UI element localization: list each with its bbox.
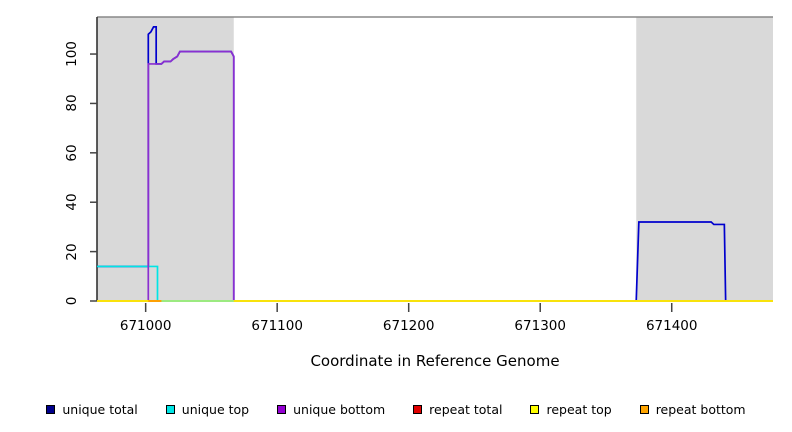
legend-label: unique top — [181, 401, 250, 417]
x-axis-title: Coordinate in Reference Genome — [310, 352, 560, 370]
y-tick-label: 100 — [64, 41, 80, 67]
chart-legend: unique total unique top unique bottom repea… — [0, 398, 792, 420]
shaded-region — [97, 17, 234, 301]
legend-item[interactable]: repeat bottom — [639, 401, 746, 417]
y-tick-label: 60 — [64, 144, 80, 162]
legend-item[interactable]: repeat total — [413, 402, 502, 417]
legend-label: repeat bottom — [655, 401, 746, 417]
legend-swatch-icon — [530, 404, 540, 414]
x-tick-label: 671100 — [251, 318, 303, 334]
series-line — [97, 50, 773, 302]
legend-swatch-icon — [413, 404, 423, 414]
x-tick-label: 671400 — [645, 318, 698, 334]
x-tick-label: 671000 — [119, 318, 172, 334]
legend-item[interactable]: unique total — [46, 401, 138, 417]
legend-label: repeat top — [546, 401, 612, 417]
legend-label: unique total — [62, 401, 138, 417]
legend-label: unique bottom — [293, 401, 386, 417]
legend-label: repeat total — [429, 401, 503, 417]
legend-swatch-icon — [165, 404, 175, 414]
legend-swatch-icon — [46, 404, 56, 414]
shaded-region — [636, 17, 773, 301]
x-tick-label: 671200 — [382, 318, 435, 334]
legend-item[interactable]: unique top — [165, 401, 250, 417]
legend-swatch-icon — [639, 404, 649, 414]
legend-swatch-icon — [277, 404, 287, 414]
y-tick-label: 0 — [64, 296, 80, 306]
legend-item[interactable]: unique bottom — [277, 402, 385, 417]
y-tick-label: 40 — [64, 193, 80, 211]
y-tick-label: 80 — [64, 94, 80, 113]
legend-item[interactable]: repeat top — [530, 401, 612, 417]
y-tick-label: 20 — [64, 243, 80, 261]
x-tick-label: 671300 — [514, 318, 566, 334]
